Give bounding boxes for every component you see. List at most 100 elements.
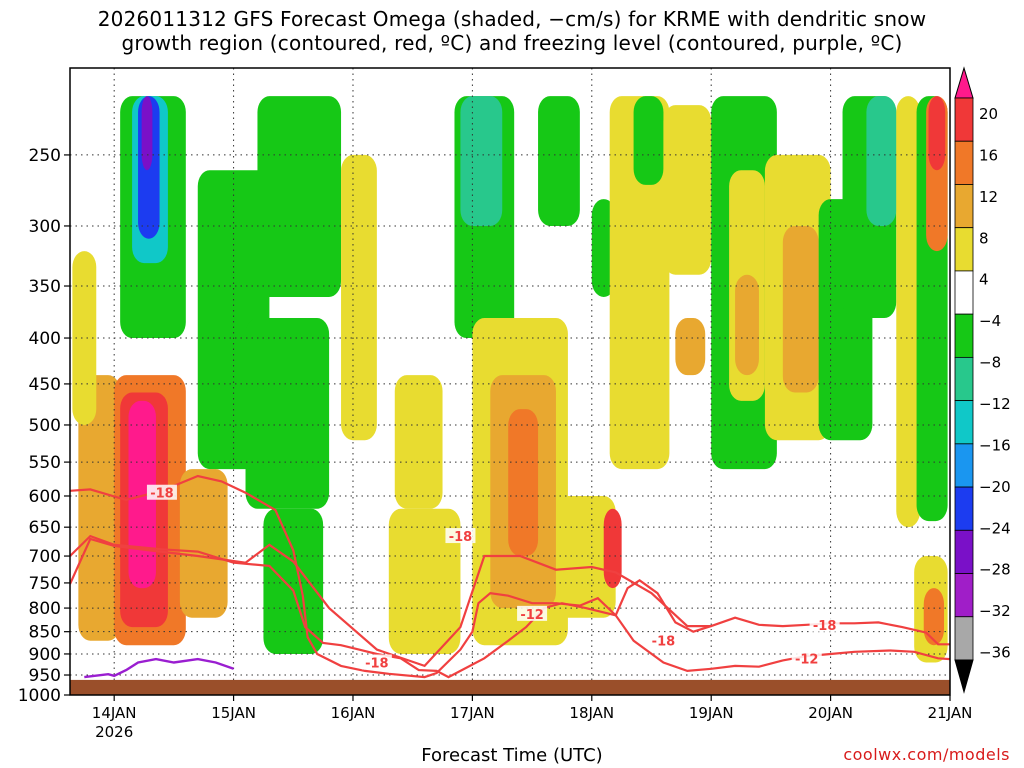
dgz-contour-upper (70, 474, 950, 679)
omega-region (923, 588, 945, 646)
chart-title-line-2: growth region (contoured, red, ºC) and f… (121, 31, 903, 55)
omega-region (141, 96, 153, 171)
y-tick-label: 950 (29, 666, 61, 686)
colorbar-label: 20 (979, 105, 998, 123)
colorbar-band (954, 443, 974, 488)
omega-region (72, 251, 97, 425)
colorbar-label: 4 (979, 271, 989, 289)
y-tick-label: 300 (29, 217, 61, 237)
colorbar-band (954, 486, 974, 531)
contours: -18 -18 -12 -18 -18 -18 -12 (70, 474, 950, 679)
colorbar-band (954, 400, 974, 445)
plot-frame (69, 67, 951, 696)
omega-region (735, 274, 759, 376)
contour-label-bg (361, 654, 392, 670)
contour-label: -18 (365, 657, 389, 672)
chart-title-line-1: 2026011312 GFS Forecast Omega (shaded, −… (97, 7, 927, 31)
omega-region (78, 375, 121, 641)
omega-region (603, 508, 622, 589)
colorbar-label: −16 (979, 436, 1011, 454)
omega-region (460, 96, 503, 226)
omega-region (128, 400, 156, 589)
x-tick-label: 14JAN (92, 704, 137, 722)
y-tick-label: 500 (29, 416, 61, 436)
colorbar-band (954, 184, 974, 229)
x-tick-label: 15JAN (211, 704, 256, 722)
contour-label-bg (809, 616, 840, 632)
omega-region (263, 508, 324, 654)
omega-region (896, 96, 921, 528)
colorbar-label: −28 (979, 561, 1011, 579)
omega-region (633, 96, 664, 185)
x-axis-label: Forecast Time (UTC) (421, 745, 603, 766)
freezing-level-contour (84, 657, 234, 679)
y-tick-label: 800 (29, 599, 61, 619)
contour-label-bg (517, 605, 548, 621)
omega-region (555, 495, 616, 618)
x-tick-label: 20JAN (808, 704, 853, 722)
colorbar-band (954, 270, 974, 315)
terrain-ground (70, 679, 950, 695)
omega-region (866, 96, 897, 226)
omega-region (538, 96, 580, 226)
omega-region (394, 375, 443, 509)
colorbar-band (954, 313, 974, 358)
omega-shading (72, 96, 948, 663)
omega-region (388, 508, 461, 654)
contour-label: -12 (795, 652, 819, 667)
colorbar-bottom-arrow (954, 659, 974, 694)
contour-label: -18 (150, 487, 174, 502)
omega-region (609, 96, 670, 470)
y-tick-label: 650 (29, 518, 61, 538)
colorbar-label: −20 (979, 478, 1011, 496)
colorbar-top-arrow (954, 66, 974, 99)
contour-label: -18 (652, 635, 676, 650)
colorbar-label: 12 (979, 188, 998, 206)
y-tick-label: 750 (29, 574, 61, 594)
y-tick-label: 900 (29, 645, 61, 665)
colorbar-band (954, 529, 974, 574)
omega-region (928, 96, 946, 171)
colorbar: 20 16 12 8 4 −4 −8 −12 −16 −20 −24 −28 −32 −36 (954, 66, 1011, 694)
contour-label-bg (146, 484, 177, 500)
x-tick-label: 16JAN (331, 704, 376, 722)
colorbar-label: −24 (979, 519, 1011, 537)
x-tick-label: 18JAN (569, 704, 614, 722)
colorbar-band (954, 97, 974, 142)
contour-label-bg (648, 632, 679, 648)
y-tick-label: 700 (29, 547, 61, 567)
x-tick-label: 17JAN (450, 704, 495, 722)
y-axis: 2503003504004505005506006507007508008509… (18, 146, 70, 706)
contour-label-bg (791, 650, 822, 666)
contour-label: -12 (520, 608, 544, 623)
y-tick-label: 450 (29, 375, 61, 395)
y-tick-label: 1000 (18, 686, 61, 706)
colorbar-band (954, 140, 974, 185)
x-tick-label: 21JAN (928, 704, 973, 722)
omega-region (257, 96, 342, 297)
omega-region (675, 318, 706, 376)
x-axis: 14JAN 15JAN 16JAN 17JAN 18JAN 19JAN 20JAN 21JAN… (92, 695, 973, 741)
colorbar-band (954, 573, 974, 618)
colorbar-label: −8 (979, 354, 1001, 372)
y-tick-label: 350 (29, 277, 61, 297)
y-tick-label: 250 (29, 146, 61, 166)
x-tick-label: 19JAN (689, 704, 734, 722)
y-tick-label: 600 (29, 487, 61, 507)
omega-region (508, 409, 539, 557)
omega-region (782, 225, 819, 393)
y-tick-label: 550 (29, 453, 61, 473)
omega-region (179, 469, 228, 618)
colorbar-label: −12 (979, 395, 1011, 413)
colorbar-band (954, 616, 974, 661)
contour-label: -18 (813, 619, 837, 634)
omega-region (341, 154, 377, 441)
colorbar-label: −36 (979, 644, 1011, 662)
colorbar-label: −32 (979, 602, 1011, 620)
colorbar-label: 8 (979, 229, 989, 247)
contour-label: -18 (449, 530, 473, 545)
colorbar-band (954, 356, 974, 402)
ground-fill (70, 679, 950, 695)
y-tick-label: 850 (29, 623, 61, 643)
